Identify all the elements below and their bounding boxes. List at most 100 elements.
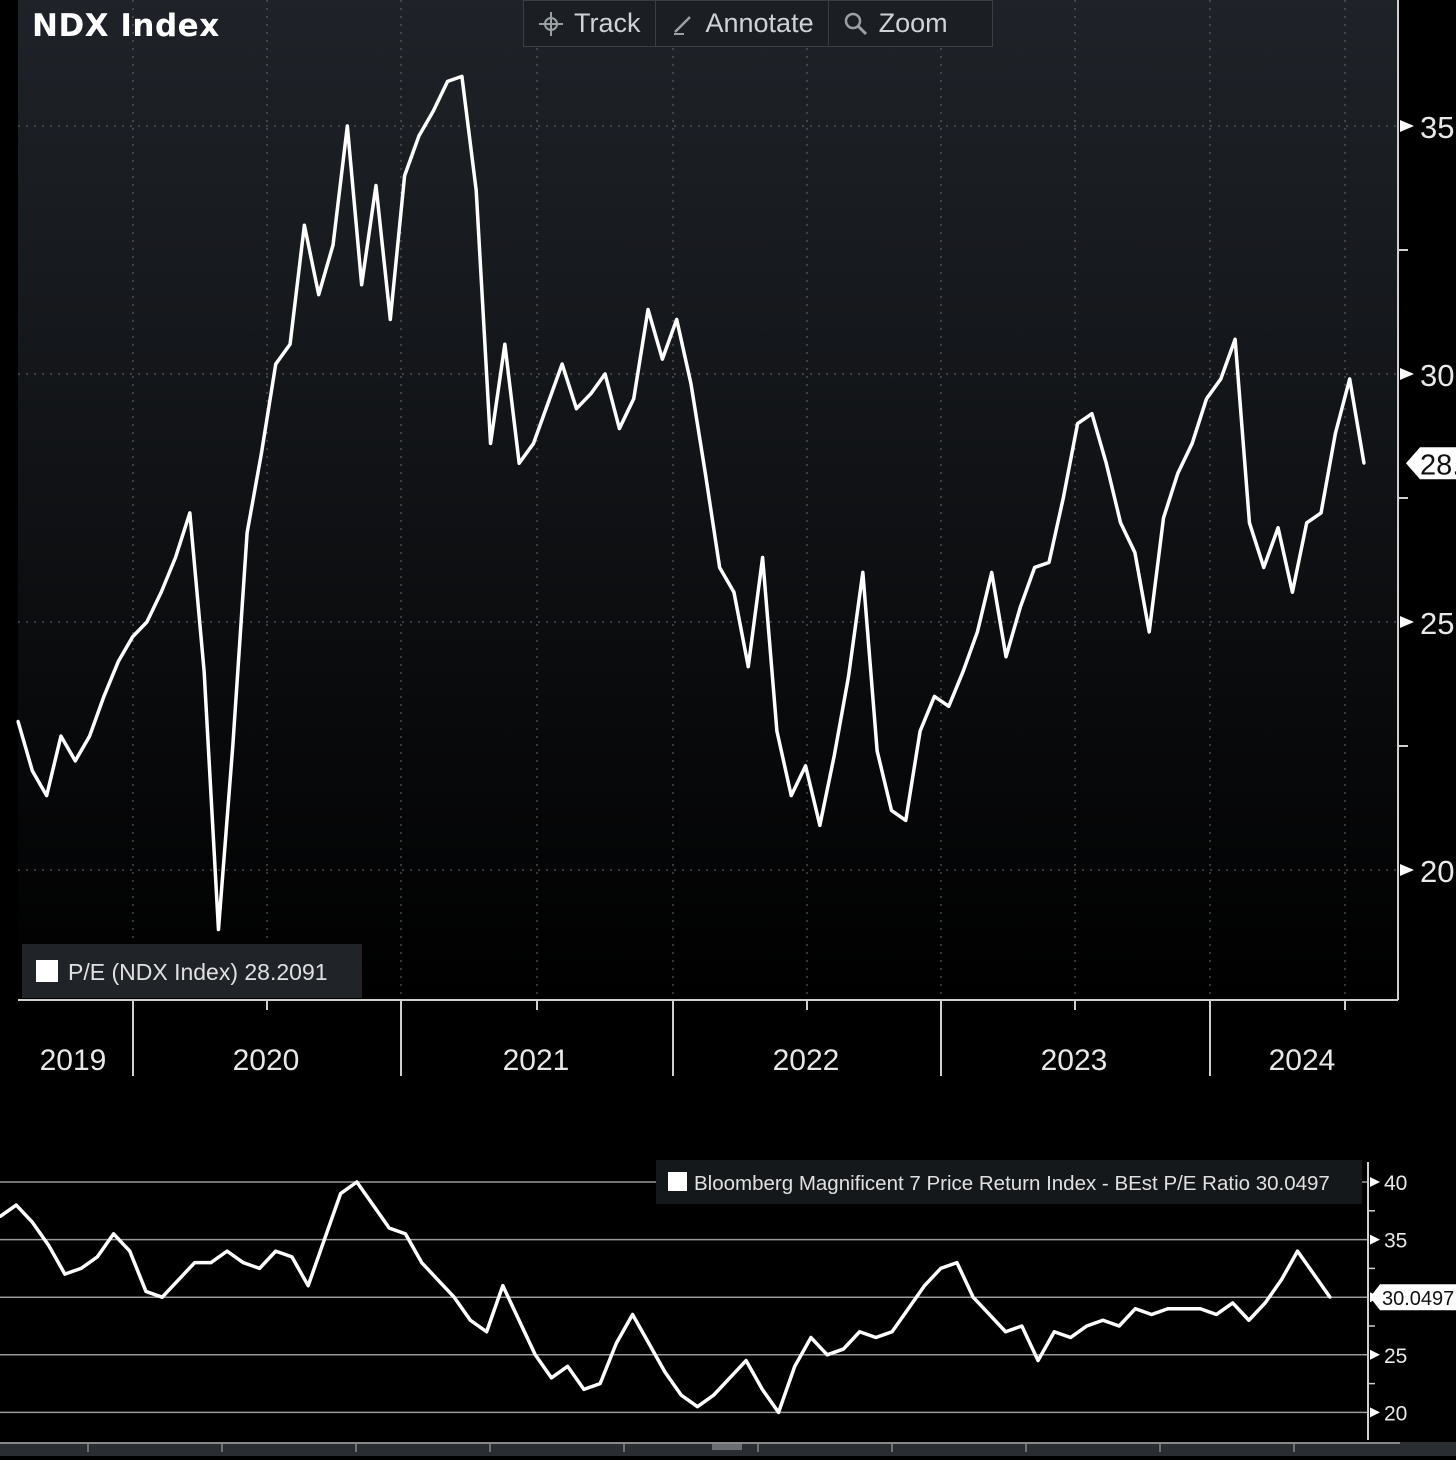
pe-ndx-data-point bbox=[403, 174, 407, 178]
mag7-pe-data-point bbox=[403, 1232, 407, 1236]
pane-resize-handle[interactable] bbox=[712, 1444, 742, 1450]
pe-ndx-data-point bbox=[603, 372, 607, 376]
mag7-pe-data-point bbox=[387, 1226, 391, 1230]
mag7-pe-data-point bbox=[1166, 1307, 1170, 1311]
pe-ndx-data-point bbox=[388, 317, 392, 321]
mag7-pe-data-point bbox=[647, 1341, 651, 1345]
mag7-pe-data-point bbox=[549, 1376, 553, 1380]
mag7-pe-data-point bbox=[1296, 1249, 1300, 1253]
mag7-pe-data-point bbox=[485, 1330, 489, 1334]
mag7-pe-data-point bbox=[533, 1353, 537, 1357]
main-ytick-marker bbox=[1400, 368, 1414, 380]
pe-ndx-data-point bbox=[345, 124, 349, 128]
pe-ndx-data-point bbox=[531, 441, 535, 445]
crosshair-icon bbox=[539, 11, 563, 36]
pe-ndx-data-point bbox=[73, 759, 77, 763]
pe-ndx-data-point bbox=[174, 556, 178, 560]
pe-ndx-data-point bbox=[617, 427, 621, 431]
pe-ndx-data-point bbox=[1004, 655, 1008, 659]
mag7-pe-data-point bbox=[47, 1243, 51, 1247]
mag7-pe-data-point bbox=[1020, 1324, 1024, 1328]
sub-axis-labels: 20 25 35 40 30.0497 Bloomberg Magnificent 7 P… bbox=[656, 1160, 1456, 1425]
mag7-pe-data-point bbox=[274, 1249, 278, 1253]
pe-ndx-data-point bbox=[431, 109, 435, 113]
zoom-button[interactable]: Zoom bbox=[829, 1, 962, 46]
annotate-button[interactable]: Annotate bbox=[656, 1, 829, 46]
pe-ndx-data-point bbox=[589, 392, 593, 396]
mag7-pe-data-point bbox=[566, 1364, 570, 1368]
pe-ndx-data-point bbox=[131, 635, 135, 639]
mag7-pe-data-point bbox=[339, 1192, 343, 1196]
main-xtick-label: 2020 bbox=[233, 1044, 300, 1077]
pe-ndx-data-point bbox=[1333, 432, 1337, 436]
pe-ndx-data-point bbox=[30, 769, 34, 773]
pe-ndx-data-point bbox=[59, 734, 63, 738]
mag7-pe-data-point bbox=[79, 1266, 83, 1270]
pe-ndx-data-point bbox=[102, 694, 106, 698]
pe-ndx-data-point bbox=[145, 620, 149, 624]
pe-ndx-data-point bbox=[732, 590, 736, 594]
mag7-pe-data-point bbox=[728, 1376, 732, 1380]
mag7-pe-data-point bbox=[241, 1261, 245, 1265]
sub-ytick-marker bbox=[1370, 1177, 1380, 1187]
main-legend-box bbox=[22, 944, 362, 998]
pe-ndx-data-point bbox=[16, 719, 20, 723]
pe-ndx-data-point bbox=[503, 342, 507, 346]
pe-ndx-data-point bbox=[804, 764, 808, 768]
main-ytick-marker bbox=[1400, 120, 1414, 132]
mag7-pe-data-point bbox=[971, 1295, 975, 1299]
chart-toolbar: Track Annotate Zoom bbox=[523, 0, 993, 47]
mag7-pe-data-point bbox=[987, 1312, 991, 1316]
pe-ndx-data-point bbox=[317, 293, 321, 297]
sub-ytick-marker bbox=[1370, 1349, 1380, 1360]
mag7-pe-data-point bbox=[1133, 1307, 1137, 1311]
pe-ndx-data-point bbox=[746, 665, 750, 669]
mag7-pe-data-point bbox=[452, 1295, 456, 1299]
pe-ndx-data-point bbox=[489, 441, 493, 445]
mag7-pe-data-point bbox=[322, 1238, 326, 1242]
main-xtick-label: 2023 bbox=[1041, 1044, 1108, 1077]
main-ytick-marker bbox=[1400, 864, 1414, 876]
mag7-pe-data-point bbox=[614, 1341, 618, 1345]
pe-ndx-data-point bbox=[1348, 377, 1352, 381]
mag7-pe-data-point bbox=[1231, 1301, 1235, 1305]
pe-ndx-data-point bbox=[1276, 526, 1280, 530]
pe-ndx-data-point bbox=[1104, 461, 1108, 465]
pe-ndx-data-point bbox=[517, 461, 521, 465]
pencil-icon bbox=[673, 15, 691, 35]
mag7-pe-data-point bbox=[760, 1387, 764, 1391]
mag7-pe-data-point bbox=[95, 1255, 99, 1259]
main-xtick-label: 2019 bbox=[40, 1044, 107, 1077]
pe-ndx-data-point bbox=[718, 565, 722, 569]
mag7-pe-data-point bbox=[955, 1261, 959, 1265]
mag7-pe-data-point bbox=[1036, 1359, 1040, 1363]
magnifier-icon bbox=[844, 12, 867, 35]
pe-ndx-data-point bbox=[446, 79, 450, 83]
sub-ytick-marker bbox=[1370, 1407, 1380, 1418]
pe-ndx-data-point bbox=[1147, 630, 1151, 634]
mag7-pe-data-point bbox=[631, 1312, 635, 1316]
mag7-pe-data-point bbox=[1150, 1312, 1154, 1316]
pe-ndx-data-point bbox=[1076, 422, 1080, 426]
mag7-pe-data-point bbox=[1068, 1336, 1072, 1340]
mag7-pe-data-point bbox=[1085, 1324, 1089, 1328]
mag7-pe-data-point bbox=[0, 1215, 2, 1219]
mag7-pe-data-point bbox=[144, 1289, 148, 1293]
main-legend-swatch bbox=[36, 960, 58, 982]
mag7-pe-data-point bbox=[890, 1330, 894, 1334]
mag7-pe-data-point bbox=[663, 1370, 667, 1374]
mag7-pe-data-point bbox=[128, 1249, 132, 1253]
sub-series-group bbox=[0, 1180, 1332, 1415]
chart-title: NDX Index bbox=[32, 8, 220, 44]
pe-ndx-data-point bbox=[274, 362, 278, 366]
pe-ndx-data-point bbox=[675, 317, 679, 321]
pe-ndx-data-point bbox=[775, 729, 779, 733]
pe-ndx-data-point bbox=[45, 794, 49, 798]
pe-ndx-data-point bbox=[689, 382, 693, 386]
track-button[interactable]: Track bbox=[524, 1, 656, 46]
pe-ndx-data-point bbox=[216, 928, 220, 932]
mag7-pe-data-point bbox=[809, 1336, 813, 1340]
mag7-pe-data-point bbox=[209, 1261, 213, 1265]
main-xtick-label: 2021 bbox=[503, 1044, 570, 1077]
